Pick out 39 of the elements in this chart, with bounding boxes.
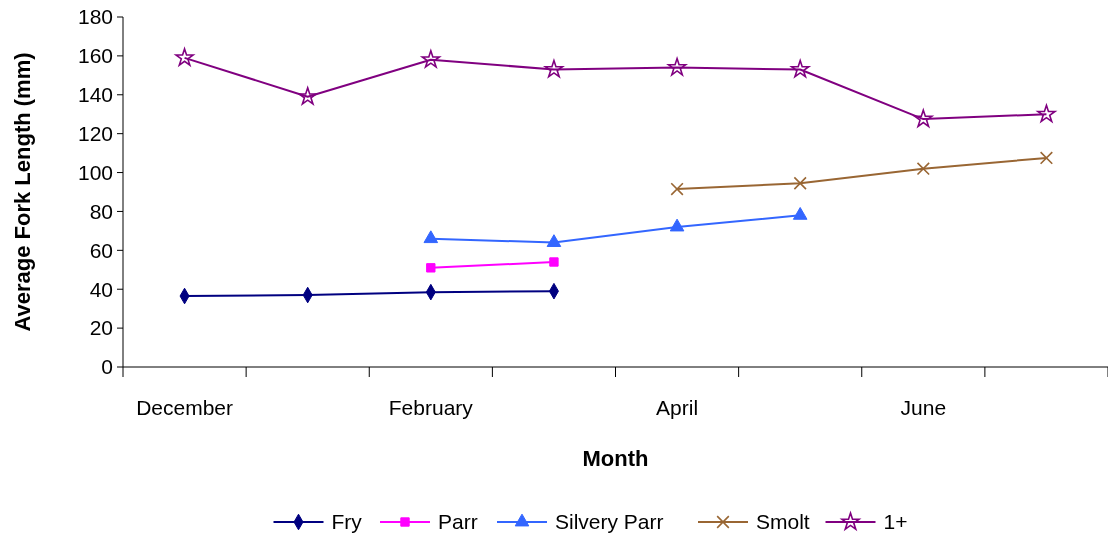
point bbox=[1039, 151, 1054, 165]
point bbox=[175, 48, 194, 66]
point bbox=[916, 162, 930, 176]
y-tick-label: 20 bbox=[89, 316, 113, 340]
point bbox=[792, 206, 808, 220]
point bbox=[1037, 104, 1056, 123]
x-tick-label: December bbox=[136, 396, 233, 419]
x-tick-label: February bbox=[388, 396, 474, 419]
legend-label: Smolt bbox=[756, 510, 810, 534]
legend-label: Silvery Parr bbox=[555, 510, 664, 534]
point bbox=[426, 263, 436, 273]
point bbox=[544, 59, 564, 78]
y-tick-label: 80 bbox=[89, 199, 113, 223]
y-tick-label: 40 bbox=[89, 277, 113, 301]
point bbox=[423, 230, 439, 244]
x-tick-label: April bbox=[656, 396, 699, 419]
y-tick-label: 160 bbox=[77, 44, 113, 68]
x-axis-title: Month bbox=[582, 446, 649, 471]
point bbox=[667, 57, 687, 76]
y-tick-label: 100 bbox=[77, 160, 113, 184]
point bbox=[298, 86, 317, 105]
y-axis-title: Average Fork Length (mm) bbox=[10, 52, 35, 332]
y-tick-label: 60 bbox=[89, 238, 113, 262]
point bbox=[793, 176, 807, 190]
x-tick-label: June bbox=[900, 396, 947, 419]
y-tick-label: 0 bbox=[101, 355, 113, 379]
y-tick-label: 120 bbox=[77, 122, 113, 146]
y-tick-label: 140 bbox=[77, 83, 113, 107]
legend-label: Parr bbox=[438, 510, 478, 534]
point bbox=[546, 234, 562, 247]
point bbox=[549, 257, 559, 267]
legend-label: 1+ bbox=[883, 510, 908, 534]
y-tick-label: 180 bbox=[77, 5, 113, 29]
legend-label: Fry bbox=[331, 510, 363, 534]
point bbox=[421, 50, 441, 68]
point bbox=[790, 59, 810, 78]
point bbox=[670, 182, 684, 196]
point bbox=[669, 218, 685, 232]
point bbox=[914, 109, 933, 128]
